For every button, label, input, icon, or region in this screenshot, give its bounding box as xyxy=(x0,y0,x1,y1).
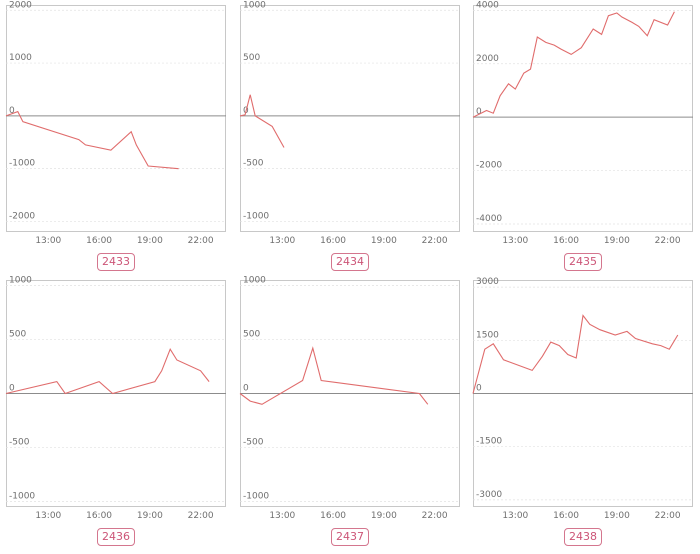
x-tick-label: 22:00 xyxy=(655,236,681,246)
y-tick-label: -500 xyxy=(9,438,30,448)
plot-frame xyxy=(6,5,226,232)
y-tick-label: 0 xyxy=(243,384,249,394)
y-tick-label: 1000 xyxy=(243,0,266,10)
x-tick-label: 16:00 xyxy=(553,511,579,521)
x-tick-label: 22:00 xyxy=(188,511,214,521)
x-tick-label: 16:00 xyxy=(320,236,346,246)
y-tick-label: 0 xyxy=(9,384,15,394)
x-tick-label: 19:00 xyxy=(137,511,163,521)
y-tick-label: 500 xyxy=(243,329,260,339)
y-tick-label: -500 xyxy=(243,159,264,169)
chart-label-2437[interactable]: 2437 xyxy=(331,528,369,546)
series-line xyxy=(239,94,285,148)
chart-label-2434[interactable]: 2434 xyxy=(331,253,369,271)
x-tick-label: 13:00 xyxy=(269,511,295,521)
x-tick-label: 22:00 xyxy=(422,511,448,521)
y-tick-label: -1000 xyxy=(243,211,269,221)
chart-label-2436[interactable]: 2436 xyxy=(97,528,135,546)
x-tick-label: 22:00 xyxy=(188,236,214,246)
chart-panel-2436: 1000 500 0 -500 -1000 13:00 16:00 19:00 22:00 24… xyxy=(5,275,226,550)
x-tick-label: 16:00 xyxy=(320,511,346,521)
series-line xyxy=(472,11,675,118)
x-tick-label: 19:00 xyxy=(371,236,397,246)
y-tick-label: -2000 xyxy=(476,161,502,171)
y-tick-label: 1000 xyxy=(243,275,266,285)
chart-label-2433[interactable]: 2433 xyxy=(97,253,135,271)
x-tick-label: 16:00 xyxy=(553,236,579,246)
chart-panel-2433: 2000 1000 0 -1000 -2000 13:00 16:00 19:00 22:00 … xyxy=(5,0,226,275)
x-tick-label: 19:00 xyxy=(604,511,630,521)
y-tick-label: 500 xyxy=(9,329,26,339)
plot-frame xyxy=(473,5,693,232)
chart-label-2438[interactable]: 2438 xyxy=(564,528,602,546)
y-tick-label: 2000 xyxy=(9,0,32,10)
y-tick-label: 0 xyxy=(476,107,482,117)
x-tick-label: 22:00 xyxy=(422,236,448,246)
y-tick-label: 4000 xyxy=(476,0,499,10)
chart-panel-2437: 1000 500 0 -500 -1000 13:00 16:00 19:00 22:00 24… xyxy=(239,275,460,550)
chart-panel-2435: 4000 2000 0 -2000 -4000 13:00 16:00 19:00 22:00 … xyxy=(472,0,693,275)
x-tick-label: 19:00 xyxy=(604,236,630,246)
x-tick-label: 13:00 xyxy=(502,511,528,521)
x-tick-label: 13:00 xyxy=(502,236,528,246)
y-tick-label: -1000 xyxy=(9,159,35,169)
x-tick-label: 16:00 xyxy=(86,511,112,521)
x-tick-label: 13:00 xyxy=(35,236,61,246)
y-tick-label: 3000 xyxy=(476,277,499,287)
x-tick-label: 16:00 xyxy=(86,236,112,246)
y-tick-label: 1500 xyxy=(476,330,499,340)
y-tick-label: -1500 xyxy=(476,437,502,447)
chart-2438: 3000 1500 0 -1500 -3000 13:00 16:00 19:00 22:00 xyxy=(472,277,693,521)
chart-panel-2438: 3000 1500 0 -1500 -3000 13:00 16:00 19:00 22:00 … xyxy=(472,277,693,550)
x-tick-label: 19:00 xyxy=(137,236,163,246)
y-tick-label: 500 xyxy=(243,53,260,63)
plot-frame xyxy=(240,5,460,232)
chart-label-2435[interactable]: 2435 xyxy=(564,253,602,271)
y-tick-label: 1000 xyxy=(9,275,32,285)
y-tick-label: -3000 xyxy=(476,490,502,500)
y-tick-label: -500 xyxy=(243,438,264,448)
series-line xyxy=(5,347,210,395)
x-tick-label: 13:00 xyxy=(35,511,61,521)
y-tick-label: 0 xyxy=(9,106,15,116)
series-line xyxy=(239,346,429,405)
x-tick-label: 19:00 xyxy=(371,511,397,521)
series-line xyxy=(472,314,679,394)
y-tick-label: -2000 xyxy=(9,211,35,221)
chart-2433: 2000 1000 0 -1000 -2000 13:00 16:00 19:00 22:00 xyxy=(5,0,226,246)
y-tick-label: -4000 xyxy=(476,214,502,224)
chart-2435: 4000 2000 0 -2000 -4000 13:00 16:00 19:00 22:00 xyxy=(472,0,693,246)
chart-panel-2434: 1000 500 0 -500 -1000 13:00 16:00 19:00 22:00 24… xyxy=(239,0,460,275)
y-tick-label: 0 xyxy=(476,384,482,394)
y-tick-label: -1000 xyxy=(243,492,269,502)
y-tick-label: 1000 xyxy=(9,53,32,63)
y-tick-label: 2000 xyxy=(476,54,499,64)
x-tick-label: 22:00 xyxy=(655,511,681,521)
y-tick-label: -1000 xyxy=(9,492,35,502)
series-line xyxy=(5,110,179,170)
x-tick-label: 13:00 xyxy=(269,236,295,246)
